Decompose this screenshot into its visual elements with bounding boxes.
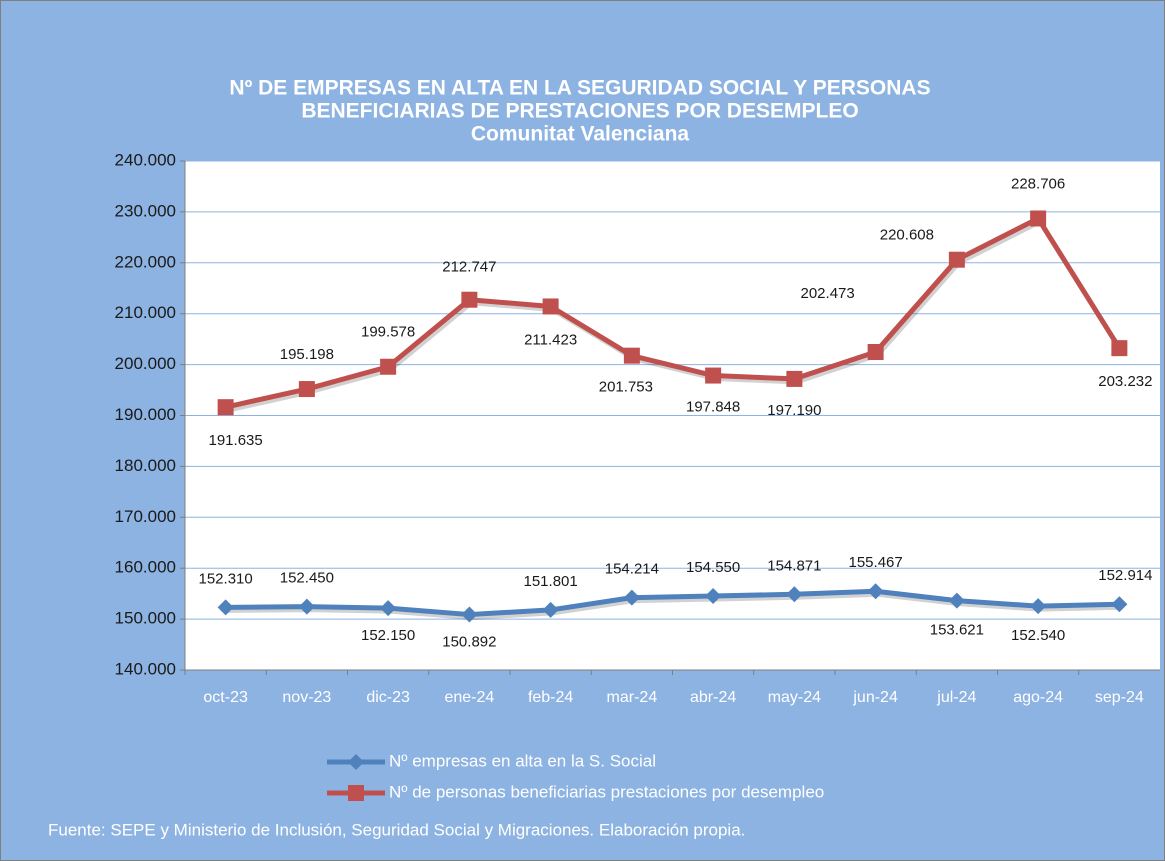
line-marker xyxy=(623,589,640,606)
y-tick-label: 230.000 xyxy=(115,201,176,220)
data-label: 228.706 xyxy=(1011,175,1065,192)
line-marker xyxy=(1030,210,1047,227)
source-note: Fuente: SEPE y Ministerio de Inclusión, … xyxy=(48,820,745,839)
x-tick-label: jul-24 xyxy=(936,689,976,706)
data-label: 195.198 xyxy=(280,346,334,363)
y-tick-label: 190.000 xyxy=(115,405,176,424)
y-tick-label: 170.000 xyxy=(115,507,176,526)
line-marker xyxy=(1111,340,1128,357)
x-tick-label: ago-24 xyxy=(1013,689,1063,706)
data-label: 197.190 xyxy=(767,402,821,419)
x-tick-label: oct-23 xyxy=(203,689,248,706)
y-tick-label: 220.000 xyxy=(115,252,176,271)
data-label: 201.753 xyxy=(599,379,653,396)
y-tick-label: 180.000 xyxy=(115,456,176,475)
line-marker xyxy=(298,381,315,398)
data-label: 202.473 xyxy=(801,285,855,302)
line-marker xyxy=(948,251,965,268)
line-marker xyxy=(542,601,559,618)
y-tick-label: 160.000 xyxy=(115,558,176,577)
line-marker xyxy=(348,754,364,770)
y-tick-label: 240.000 xyxy=(115,150,176,169)
y-tick-label: 150.000 xyxy=(115,609,176,628)
chart-title: BENEFICIARIAS DE PRESTACIONES POR DESEMP… xyxy=(301,100,858,123)
line-marker xyxy=(461,606,478,623)
legend-label: Nº de personas beneficiarias prestacione… xyxy=(389,782,824,801)
data-label: 152.310 xyxy=(199,570,253,587)
line-marker xyxy=(348,785,364,801)
data-label: 220.608 xyxy=(880,227,934,244)
line-marker xyxy=(461,291,478,308)
line-marker xyxy=(1111,596,1128,613)
data-label: 152.540 xyxy=(1011,627,1065,644)
data-label: 152.450 xyxy=(280,570,334,587)
data-label: 154.871 xyxy=(767,557,821,574)
data-label: 155.467 xyxy=(849,554,903,571)
data-label: 197.848 xyxy=(686,399,740,416)
chart-title: Nº DE EMPRESAS EN ALTA EN LA SEGURIDAD S… xyxy=(229,77,930,100)
y-tick-label: 210.000 xyxy=(115,303,176,322)
data-label: 199.578 xyxy=(361,324,415,341)
line-marker xyxy=(217,399,234,416)
line-marker xyxy=(786,370,803,387)
line-marker xyxy=(867,344,884,361)
line-marker xyxy=(948,592,965,609)
data-label: 154.214 xyxy=(605,561,659,578)
data-label: 151.801 xyxy=(524,573,578,590)
data-label: 211.423 xyxy=(524,331,577,348)
series-line xyxy=(225,588,1120,618)
y-tick-label: 140.000 xyxy=(115,659,176,678)
line-marker xyxy=(867,583,884,600)
data-label: 154.550 xyxy=(686,559,740,576)
line-marker xyxy=(298,598,315,615)
data-label: 203.232 xyxy=(1098,373,1152,390)
line-marker xyxy=(217,599,234,616)
x-tick-label: abr-24 xyxy=(690,689,736,706)
data-label: 152.150 xyxy=(361,627,415,644)
x-tick-label: may-24 xyxy=(768,689,821,706)
line-marker xyxy=(1030,598,1047,615)
series-line xyxy=(225,215,1122,410)
line-marker xyxy=(542,298,559,315)
line-marker xyxy=(623,347,640,364)
line-marker xyxy=(380,600,397,617)
x-tick-label: mar-24 xyxy=(607,689,658,706)
data-label: 150.892 xyxy=(442,634,496,651)
line-marker xyxy=(705,367,722,384)
x-tick-label: ene-24 xyxy=(444,689,494,706)
x-tick-label: sep-24 xyxy=(1095,689,1144,706)
line-marker xyxy=(786,586,803,603)
data-label: 191.635 xyxy=(209,432,263,449)
series-shadow xyxy=(227,591,1122,621)
chart-subtitle: Comunitat Valenciana xyxy=(471,123,690,146)
data-label: 212.747 xyxy=(442,259,496,276)
x-tick-label: nov-23 xyxy=(282,689,331,706)
x-tick-label: feb-24 xyxy=(528,689,573,706)
data-label: 152.914 xyxy=(1098,567,1152,584)
y-tick-label: 200.000 xyxy=(115,354,176,373)
data-label: 153.621 xyxy=(930,622,984,639)
x-tick-label: jun-24 xyxy=(852,689,898,706)
x-tick-label: dic-23 xyxy=(366,689,410,706)
line-marker xyxy=(380,358,397,375)
line-marker xyxy=(705,587,722,604)
legend-label: Nº empresas en alta en la S. Social xyxy=(389,751,656,770)
